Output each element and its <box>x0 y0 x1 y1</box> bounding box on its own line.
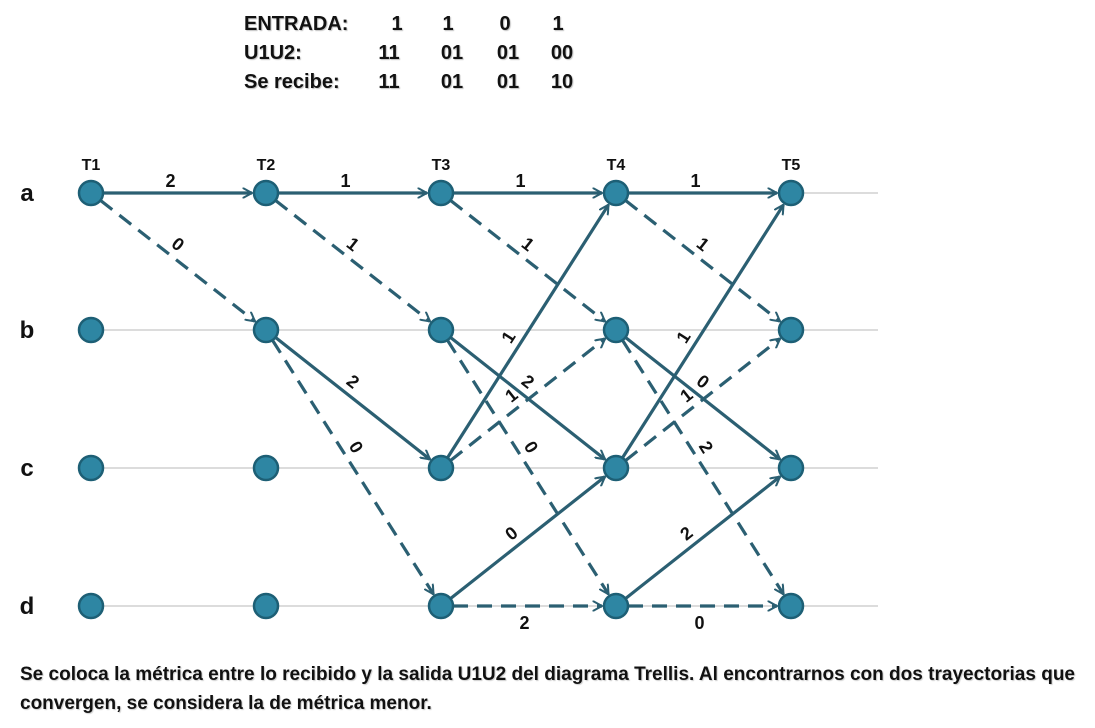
header-row-label: U1U2: <box>244 42 302 64</box>
caption-text: Se coloca la métrica entre lo recibido y… <box>20 664 1075 714</box>
trellis-node <box>427 592 455 620</box>
trellis-edge-solid <box>449 475 605 600</box>
header-row-value: 01 <box>440 71 464 93</box>
header-row-value: 10 <box>550 71 574 93</box>
trellis-edge-solid <box>624 336 780 461</box>
header-row-value: 11 <box>378 71 400 93</box>
edge-metric-label: 0 <box>345 438 367 457</box>
trellis-node <box>427 454 455 482</box>
header-row-value: 01 <box>496 71 520 93</box>
trellis-node <box>77 316 105 344</box>
edge-metric-label: 2 <box>518 371 538 393</box>
time-label: T2 <box>257 157 276 174</box>
header-row-label: Se recibe: <box>244 71 340 93</box>
edge-metric-label: 1 <box>518 233 538 255</box>
edge-metric-label: 0 <box>693 371 713 393</box>
trellis-node <box>602 179 630 207</box>
trellis-edge-dashed <box>99 199 255 323</box>
trellis-node <box>77 592 105 620</box>
trellis-edge-solid <box>274 336 430 461</box>
trellis-edge-solid <box>446 205 610 459</box>
trellis-node <box>77 454 105 482</box>
edge-metric-label: 1 <box>343 233 363 255</box>
time-label: T5 <box>782 157 801 174</box>
header-row-value: 01 <box>440 42 464 64</box>
trellis-node <box>427 179 455 207</box>
trellis-node <box>602 316 630 344</box>
trellis-edge-dashed <box>449 199 605 323</box>
header-row-value: 00 <box>550 42 574 64</box>
trellis-node <box>777 179 805 207</box>
edge-metric-label: 0 <box>520 438 542 457</box>
trellis-edge-dashed <box>621 339 785 594</box>
edge-metric-label: 0 <box>694 613 704 633</box>
trellis-node <box>602 592 630 620</box>
trellis-node <box>252 592 280 620</box>
trellis-node <box>777 592 805 620</box>
trellis-node <box>252 454 280 482</box>
edge-metric-label: 1 <box>690 171 700 191</box>
trellis-edge-solid <box>621 205 785 459</box>
trellis-edge-dashed <box>274 199 430 323</box>
edge-metric-label: 1 <box>515 171 525 191</box>
edge-metric-label: 2 <box>676 523 696 545</box>
edge-metric-label: 1 <box>693 233 713 255</box>
trellis-edge-solid <box>624 475 780 600</box>
edge-metric-label: 1 <box>340 171 350 191</box>
state-label: b <box>20 317 35 344</box>
trellis-edges <box>99 193 785 606</box>
trellis-node <box>77 179 105 207</box>
header-row-value: 01 <box>496 42 520 64</box>
header-row-value: 1 <box>552 13 564 35</box>
trellis-edge-dashed <box>446 339 610 594</box>
trellis-nodes <box>77 179 805 620</box>
header-row-value: 1 <box>442 13 454 35</box>
edge-metric-label: 2 <box>343 371 363 393</box>
time-label: T1 <box>82 157 101 174</box>
trellis-edge-dashed <box>271 339 435 594</box>
edge-metric-label: 2 <box>519 613 529 633</box>
edge-metric-label: 0 <box>168 233 188 255</box>
edge-metric-label: 2 <box>165 171 175 191</box>
state-label: d <box>20 593 35 620</box>
trellis-edge-dashed <box>624 199 780 323</box>
header-row-label: ENTRADA: <box>244 13 349 35</box>
header-row-value: 1 <box>391 13 403 35</box>
time-label: T4 <box>607 157 626 174</box>
edge-metric-label: 1 <box>501 385 521 407</box>
edge-metric-label: 0 <box>501 523 521 545</box>
trellis-node <box>602 454 630 482</box>
trellis-node <box>252 316 280 344</box>
trellis-node <box>777 316 805 344</box>
state-label: a <box>20 180 34 207</box>
trellis-edge-solid <box>449 336 605 461</box>
trellis-node <box>252 179 280 207</box>
header-row-value: 11 <box>378 42 400 64</box>
trellis-node <box>777 454 805 482</box>
header-row-value: 0 <box>499 13 511 35</box>
state-label: c <box>20 455 33 482</box>
edge-metric-label: 1 <box>676 385 696 407</box>
time-label: T3 <box>432 157 451 174</box>
edge-metric-label: 2 <box>695 438 717 457</box>
trellis-node <box>427 316 455 344</box>
